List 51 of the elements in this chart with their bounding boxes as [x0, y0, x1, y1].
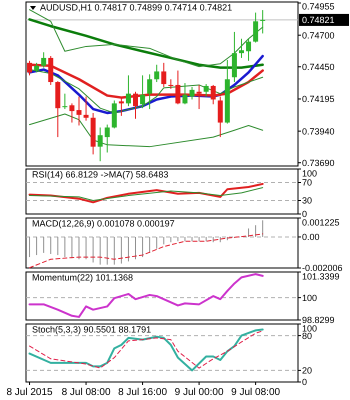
line-series [29, 113, 264, 148]
y-tick-label: 101.3399 [302, 272, 340, 282]
candlestick [140, 74, 146, 109]
candlestick [69, 102, 74, 124]
candlestick [34, 62, 40, 73]
y-tick-label: 100 [302, 292, 318, 303]
candlestick [182, 82, 188, 105]
candlestick [253, 12, 258, 44]
candlestick [147, 74, 152, 110]
chart-title: Momentum(22) 101.1368 [32, 272, 134, 282]
y-tick-label: 0 [302, 377, 308, 388]
candlestick [98, 126, 103, 162]
candlestick [260, 10, 266, 34]
candlestick [76, 96, 82, 126]
candlestick [41, 52, 46, 68]
y-tick-label: 98.8299 [302, 315, 335, 326]
chart-title: MACD(12,26,9) 0.001078 0.000197 [32, 218, 175, 228]
ref-line-label: 0.74821 [302, 14, 335, 25]
candlestick [154, 64, 160, 83]
chart-title: Stoch(5,3,3) 90.5501 88.1791 [32, 324, 152, 334]
y-tick-label: 30 [302, 196, 312, 206]
y-tick-label: 0.74450 [302, 62, 335, 72]
y-tick-label: 0.00 [302, 232, 320, 242]
x-tick-label: 8 Jul 08:00 [62, 387, 111, 398]
candlestick [204, 84, 209, 98]
y-tick-label: 70 [302, 178, 312, 188]
x-tick-label: 9 Jul 08:00 [231, 387, 281, 398]
y-tick-label: 0.74700 [302, 30, 335, 40]
chart-title: RSI(14) 66.8129 ->MA(7) 58.6483 [32, 170, 168, 180]
candlestick [246, 38, 252, 62]
candlestick [126, 74, 131, 107]
y-tick-label: -0.002006 [302, 263, 343, 274]
x-tick-label: 9 Jul 00:00 [174, 387, 224, 398]
y-tick-label: 0 [302, 209, 308, 220]
candlestick [168, 78, 174, 90]
candlestick [84, 96, 89, 122]
candlestick [104, 124, 110, 153]
candlestick [190, 86, 195, 100]
y-tick-label: 0.73940 [302, 126, 335, 136]
candlestick [62, 93, 68, 110]
candlestick [161, 62, 166, 88]
x-tick-label: 8 Jul 16:00 [118, 387, 168, 398]
y-tick-label: 0.73690 [302, 158, 335, 168]
candlestick [238, 38, 244, 58]
y-tick-label: 100 [302, 168, 318, 179]
y-tick-label: 0.74195 [302, 94, 335, 104]
y-tick-label: 0.001225 [302, 218, 340, 228]
y-tick-label: 0.74955 [302, 2, 335, 12]
y-tick-label: 20 [302, 366, 312, 376]
x-tick-label: 8 Jul 2015 [6, 387, 54, 398]
chart-title: AUDUSD,H1 0.74817 0.74899 0.74714 0.74821 [40, 2, 232, 12]
